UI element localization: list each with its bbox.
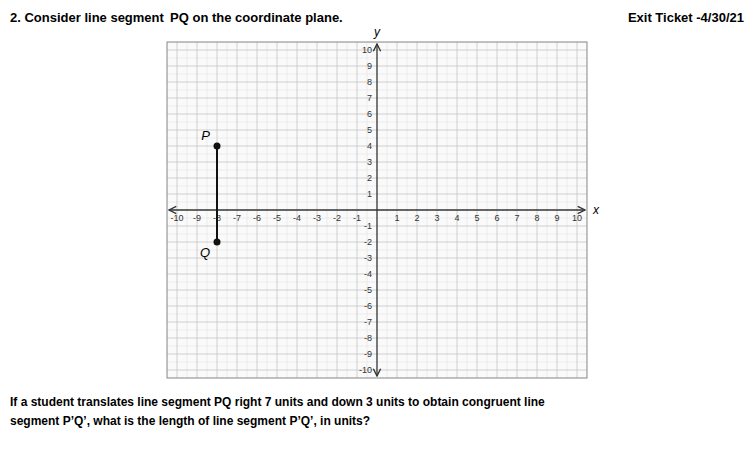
- y-tick-label: -3: [364, 253, 372, 263]
- plot-area: [167, 42, 587, 378]
- x-axis-label: x: [592, 203, 600, 217]
- chart: -10-9-8-7-6-5-4-3-2-112345678910-10-9-8-…: [0, 0, 754, 451]
- question-text: If a student translates line segment PQ …: [10, 395, 545, 409]
- endpoint: [214, 143, 221, 150]
- x-tick-label: -4: [293, 213, 301, 223]
- data: [214, 143, 221, 246]
- x-tick-label: 6: [494, 213, 499, 223]
- y-tick-label: -1: [364, 221, 372, 231]
- y-tick-label: 6: [367, 109, 372, 119]
- x-tick-label: 7: [514, 213, 519, 223]
- y-tick-label: 10: [362, 45, 372, 55]
- plot-frame: [167, 42, 587, 378]
- question-text: segment P’Q’, what is the length of line…: [10, 414, 370, 428]
- x-tick-label: 9: [554, 213, 559, 223]
- x-tick-label: 2: [414, 213, 419, 223]
- x-tick-label: -10: [170, 213, 183, 223]
- y-tick-label: -4: [364, 269, 372, 279]
- tick-labels: -10-9-8-7-6-5-4-3-2-112345678910-10-9-8-…: [170, 45, 582, 375]
- title: 2. Consider line segment PQ on the coord…: [10, 10, 343, 25]
- y-tick-label: -6: [364, 301, 372, 311]
- y-tick-label: 5: [367, 125, 372, 135]
- y-tick-label: 9: [367, 61, 372, 71]
- y-tick-label: 4: [367, 141, 372, 151]
- y-tick-label: -7: [364, 317, 372, 327]
- y-axis: [376, 44, 377, 376]
- point-label: P: [201, 128, 210, 143]
- x-tick-label: 3: [434, 213, 439, 223]
- y-tick-label: -5: [364, 285, 372, 295]
- point-label: Q: [200, 245, 210, 260]
- x-tick-label: -9: [193, 213, 201, 223]
- y-tick-label: -10: [359, 365, 372, 375]
- x-tick-label: 5: [474, 213, 479, 223]
- y-tick-label: 3: [367, 157, 372, 167]
- y-axis-label: y: [373, 25, 381, 39]
- y-tick-label: 7: [367, 93, 372, 103]
- y-tick-label: -2: [364, 237, 372, 247]
- y-tick-label: 2: [367, 173, 372, 183]
- x-tick-label: -2: [333, 213, 341, 223]
- y-tick-label: 8: [367, 77, 372, 87]
- y-tick-label: -9: [364, 349, 372, 359]
- grid-line: [217, 42, 218, 378]
- subtitle: Exit Ticket -4/30/21: [628, 10, 744, 25]
- x-tick-label: -6: [253, 213, 261, 223]
- grid: [167, 42, 587, 378]
- y-tick-label: -8: [364, 333, 372, 343]
- segment: [216, 146, 218, 242]
- x-tick-label: 10: [572, 213, 582, 223]
- x-tick-label: 8: [534, 213, 539, 223]
- y-tick-label: 1: [367, 189, 372, 199]
- x-tick-label: -5: [273, 213, 281, 223]
- x-tick-label: -3: [313, 213, 321, 223]
- x-tick-label: -7: [233, 213, 241, 223]
- x-tick-label: -1: [353, 213, 361, 223]
- x-tick-label: 1: [394, 213, 399, 223]
- x-tick-label: 4: [454, 213, 459, 223]
- endpoint: [214, 239, 221, 246]
